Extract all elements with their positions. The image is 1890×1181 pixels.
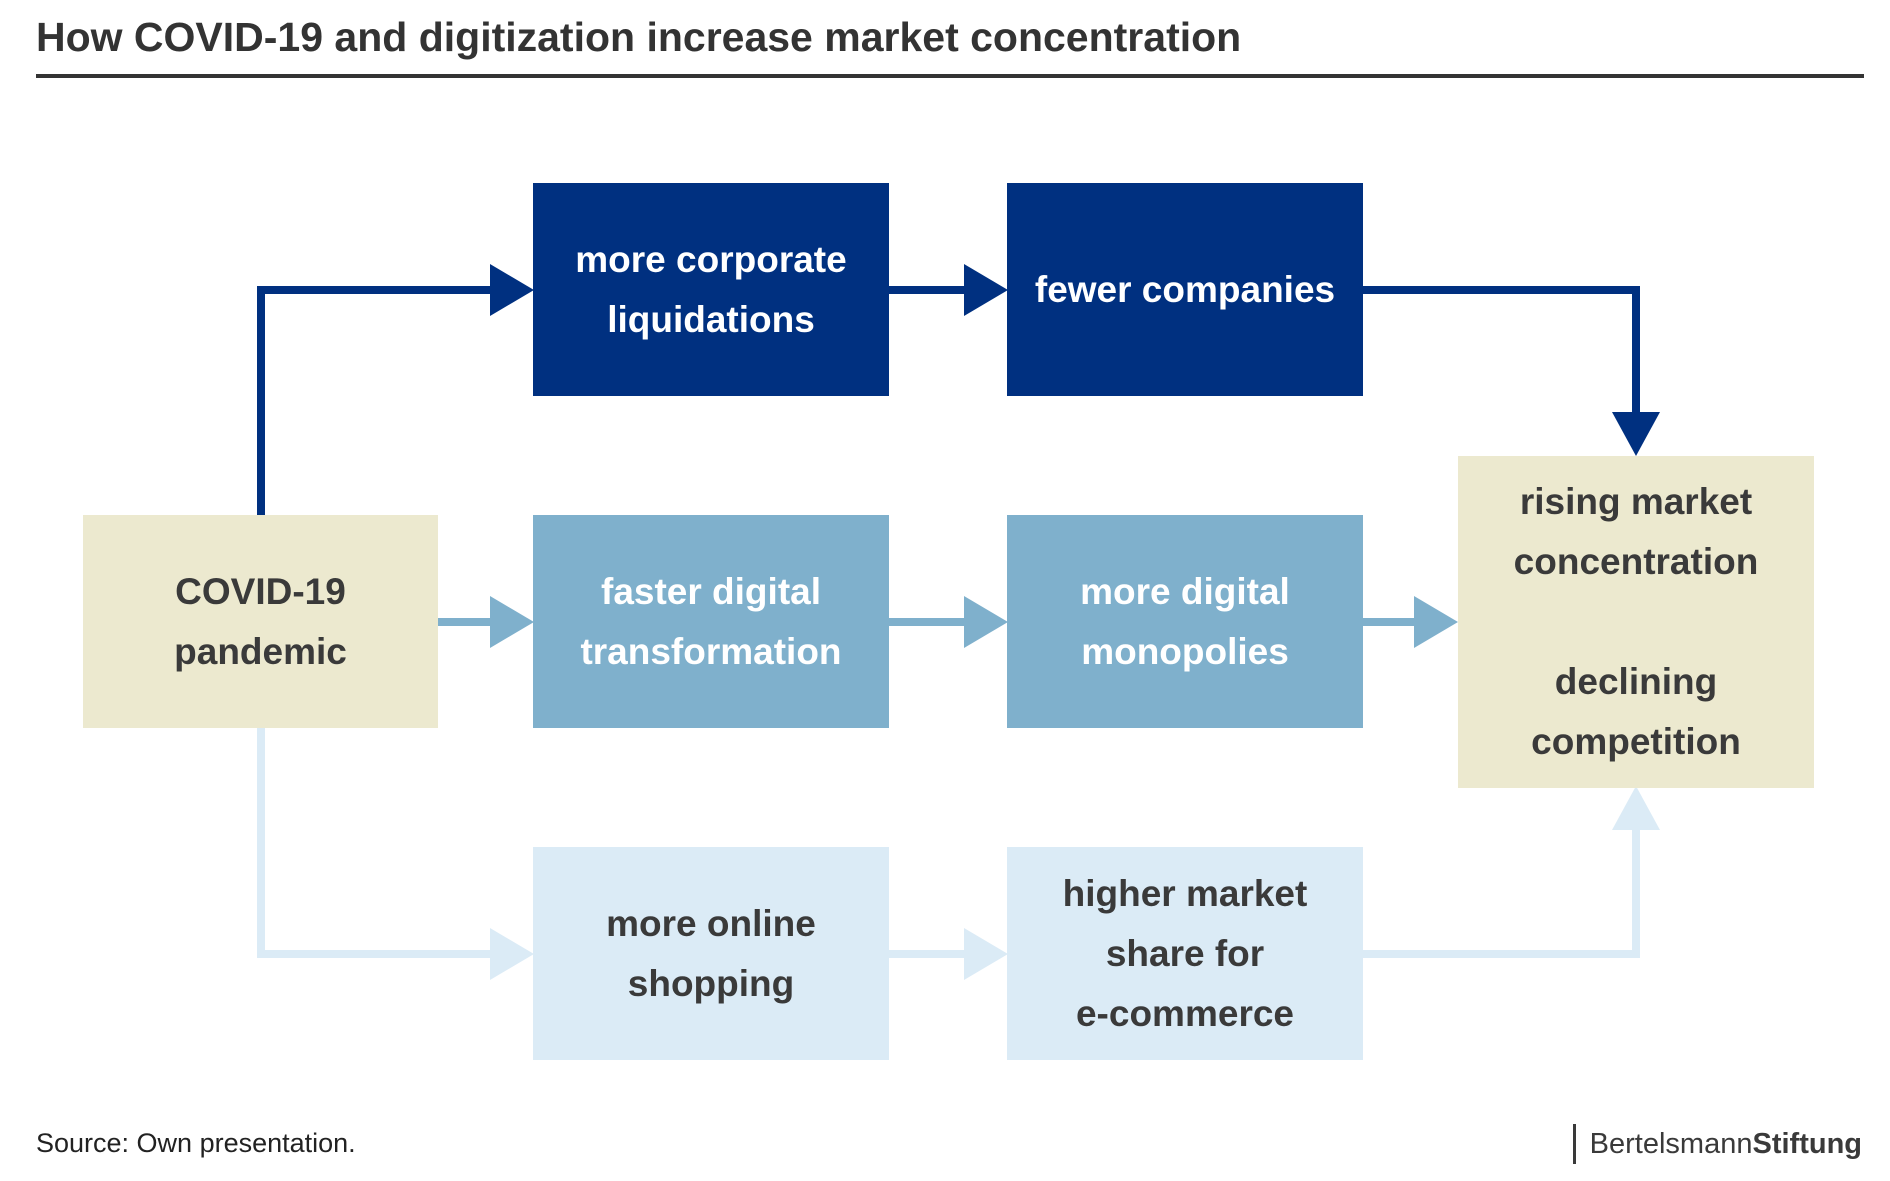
box-fewer-line-1: fewer companies	[1034, 268, 1336, 310]
connector-bottom-path	[257, 728, 1660, 980]
arrowhead-to-ecommerce	[964, 928, 1008, 980]
box-outcome-line-4: competition	[1531, 721, 1741, 762]
title-divider	[36, 74, 1864, 78]
box-covid-pandemic: COVID-19 pandemic	[83, 515, 438, 728]
box-more-online-shopping: more online shopping	[533, 847, 889, 1060]
box-outcome-line-2: concentration	[1513, 541, 1759, 582]
box-higher-ecommerce-share: higher market share for e-commerce	[1007, 847, 1363, 1060]
box-outcome: rising market concentration declining co…	[1458, 456, 1814, 788]
connector-fewer-to-outcome	[1362, 286, 1640, 414]
box-monopolies-line-1: more digital	[1080, 570, 1290, 612]
box-outcome-line-1: rising market	[1519, 481, 1753, 522]
box-shopping-line-1: more online	[606, 902, 816, 944]
connector-middle-path	[437, 596, 1458, 648]
connector-covid-to-liquidations	[257, 286, 492, 515]
box-liquidations-line-1: more corporate	[575, 238, 847, 280]
arrowhead-to-liquidations	[490, 264, 534, 316]
logo-text-regular: Bertelsmann	[1589, 1127, 1753, 1160]
box-liquidations-line-2: liquidations	[607, 298, 815, 340]
box-transformation-line-1: faster digital	[601, 570, 821, 612]
box-covid-line-1: COVID-19	[175, 570, 346, 612]
box-more-digital-monopolies: more digital monopolies	[1007, 515, 1363, 728]
arrowhead-to-outcome-top	[1612, 412, 1660, 456]
box-outcome-line-3: declining	[1554, 661, 1718, 702]
logo-text-bold: Stiftung	[1752, 1127, 1862, 1160]
box-ecommerce-line-2: share for	[1105, 932, 1265, 974]
box-faster-digital-transformation: faster digital transformation	[533, 515, 889, 728]
box-more-corporate-liquidations: more corporate liquidations	[533, 183, 889, 396]
diagram-title: How COVID-19 and digitization increase m…	[36, 14, 1242, 60]
logo-bar	[1572, 1124, 1576, 1164]
box-covid-line-2: pandemic	[174, 630, 347, 672]
source-note: Source: Own presentation.	[36, 1128, 356, 1158]
connector-top-path	[257, 264, 1660, 515]
box-ecommerce-line-1: higher market	[1062, 872, 1308, 914]
connector-ecommerce-to-outcome	[1362, 828, 1640, 958]
arrowhead-to-fewer	[964, 264, 1008, 316]
arrowhead-to-monopolies	[964, 596, 1008, 648]
arrowhead-to-outcome-middle	[1414, 596, 1458, 648]
arrowhead-to-digital-transformation	[490, 596, 534, 648]
connector-covid-to-online-shopping	[257, 728, 492, 958]
box-fewer-companies: fewer companies	[1007, 183, 1363, 396]
arrowhead-to-online-shopping	[490, 928, 534, 980]
box-ecommerce-line-3: e-commerce	[1075, 992, 1294, 1034]
box-transformation-line-2: transformation	[580, 630, 842, 672]
bertelsmann-stiftung-logo: Bertelsmann Stiftung	[1572, 1124, 1862, 1164]
box-shopping-line-2: shopping	[627, 962, 795, 1004]
box-monopolies-line-2: monopolies	[1081, 630, 1289, 672]
arrowhead-to-outcome-bottom	[1612, 786, 1660, 830]
